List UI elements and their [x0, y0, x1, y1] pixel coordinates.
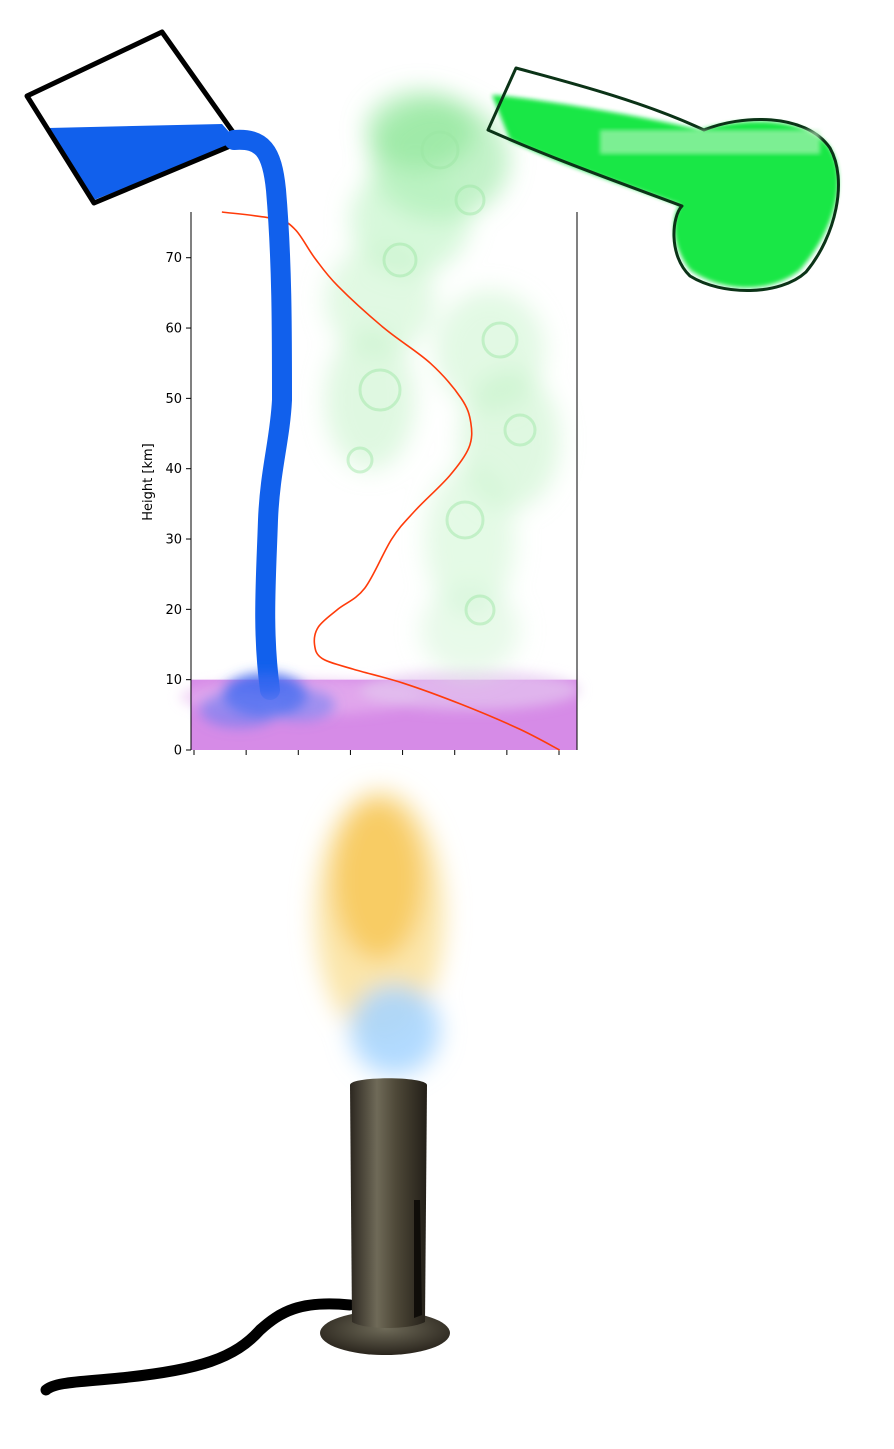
y-tick-label: 20 — [165, 603, 182, 618]
y-tick-label: 60 — [165, 322, 182, 337]
y-tick-label: 50 — [165, 392, 182, 407]
gas-smoke-swirls — [346, 130, 537, 626]
y-axis-label: Height [km] — [141, 443, 156, 520]
flask-outline — [486, 66, 840, 292]
profile-line — [221, 211, 560, 751]
y-tick-label: 30 — [165, 533, 182, 548]
y-tick-label: 10 — [165, 673, 182, 688]
burner-hose — [40, 1298, 356, 1396]
burner-tube — [350, 1078, 427, 1328]
water-stream — [200, 129, 335, 728]
bunsen-burner — [40, 1078, 450, 1396]
gas-in-flask — [492, 95, 839, 288]
water-beaker — [24, 29, 243, 206]
y-axis-ticks: 0 10 20 30 40 50 60 70 — [165, 251, 191, 759]
height-profile-chart: 0 10 20 30 40 50 60 70 Height [km] — [141, 90, 580, 759]
y-tick-label: 0 — [174, 744, 182, 759]
y-tick-label: 40 — [165, 462, 182, 477]
y-tick-label: 70 — [165, 251, 182, 266]
gas-smoke-plume — [325, 90, 560, 675]
gas-flask — [486, 66, 840, 292]
x-axis-ticks — [193, 750, 560, 755]
burner-flame — [315, 790, 445, 1075]
water-in-beaker — [48, 124, 238, 200]
